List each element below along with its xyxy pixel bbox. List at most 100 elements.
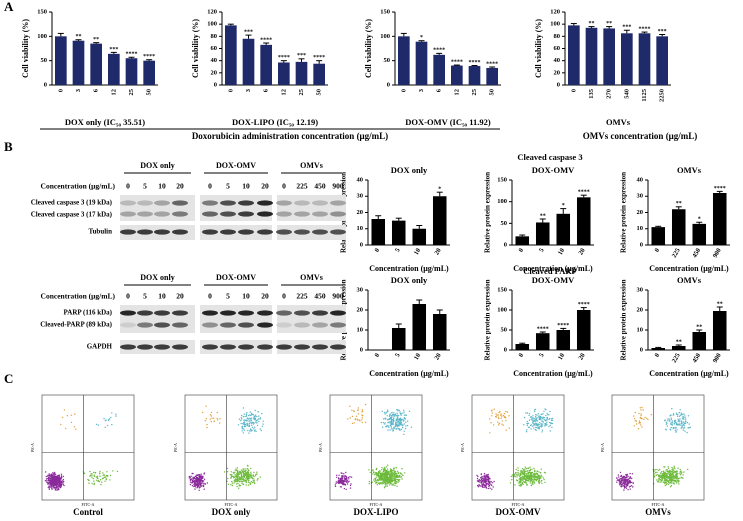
flow-event	[357, 419, 359, 421]
flow-event	[485, 482, 487, 484]
flow-event	[623, 487, 626, 489]
flow-event	[240, 474, 243, 477]
flow-event	[210, 411, 213, 414]
flow-event	[638, 412, 640, 415]
bar	[656, 36, 668, 85]
x-tick-label: 0	[654, 247, 662, 253]
flow-event	[253, 478, 255, 480]
flow-event	[383, 479, 385, 481]
flow-event	[542, 423, 544, 425]
y-tick-label: 40	[554, 57, 561, 64]
flow-event	[534, 478, 536, 480]
flow-event	[399, 422, 401, 425]
flow-event	[359, 420, 361, 422]
flow-event	[61, 416, 64, 419]
flow-event	[541, 482, 543, 485]
flow-event	[199, 478, 202, 481]
flow-event	[509, 482, 512, 484]
flow-event	[620, 486, 622, 488]
flow-event	[390, 427, 393, 429]
x-tick-label: 12	[110, 89, 117, 96]
x-tick-label: 20	[577, 352, 586, 361]
flow-event	[397, 481, 399, 483]
bar	[535, 333, 550, 350]
flow-event	[539, 422, 541, 424]
flow-event	[394, 425, 396, 427]
blot-band	[276, 322, 292, 328]
flow-event	[115, 415, 117, 417]
flow-event	[659, 468, 661, 471]
flow-event	[189, 479, 192, 481]
flow-event	[383, 487, 386, 489]
blot-band	[312, 344, 328, 350]
flow-event	[518, 482, 520, 484]
blot-band	[238, 229, 254, 235]
y-tick-label: 0	[360, 346, 363, 353]
flow-event	[377, 473, 379, 475]
flow-event	[621, 483, 623, 485]
flow-event	[532, 420, 534, 422]
flow-event	[243, 428, 245, 430]
error-bar	[539, 331, 546, 334]
flow-event	[656, 473, 658, 476]
flow-event	[666, 470, 669, 473]
y-tick-label: 120	[207, 8, 217, 15]
flow-event	[621, 477, 623, 479]
blot-group-label: DOX-OMV	[216, 273, 256, 282]
flow-event	[102, 472, 104, 474]
flow-event	[476, 474, 478, 477]
flow-event	[634, 411, 636, 414]
flow-event	[502, 424, 504, 426]
flow-event	[236, 467, 239, 469]
flow-event	[392, 419, 395, 422]
flow-event	[193, 480, 196, 483]
flow-event	[392, 430, 394, 432]
flow-event	[545, 419, 548, 421]
flow-event	[489, 487, 491, 489]
x-tick-label: 0	[518, 247, 526, 253]
flow-event	[217, 419, 219, 421]
x-tick-label: 0	[654, 352, 662, 358]
flow-event	[673, 414, 675, 416]
flow-event	[391, 484, 393, 486]
flow-event	[658, 478, 661, 480]
flow-event	[528, 419, 531, 421]
flow-event	[392, 414, 394, 416]
flow-event	[376, 467, 378, 470]
flow-event	[338, 474, 340, 476]
flow-event	[622, 485, 624, 487]
bar	[603, 28, 615, 85]
y-axis-label: Cell viability (%)	[364, 19, 373, 78]
flow-event	[520, 472, 522, 475]
flow-event	[261, 412, 263, 415]
bar	[692, 332, 707, 350]
flow-event	[399, 421, 402, 423]
flow-event	[491, 409, 493, 411]
flow-event	[672, 413, 675, 415]
flow-event	[244, 468, 246, 470]
flow-event	[539, 476, 541, 478]
flow-event	[385, 479, 388, 481]
flow-event	[51, 476, 53, 479]
flow-event	[515, 468, 517, 471]
flow-event	[406, 424, 409, 427]
error-bar	[641, 31, 648, 34]
flow-event	[664, 484, 666, 487]
flow-event	[682, 421, 685, 423]
flow-event	[199, 485, 202, 487]
blot-band	[276, 344, 292, 350]
flow-event	[531, 475, 534, 478]
flow-event	[389, 478, 392, 480]
flow-event	[386, 485, 389, 487]
flow-event	[639, 417, 641, 419]
flow-event	[402, 412, 404, 414]
flow-event	[682, 417, 684, 419]
flow-event	[203, 488, 205, 490]
flow-event	[210, 415, 213, 417]
flow-event	[675, 474, 677, 476]
error-bar	[280, 60, 287, 63]
flow-event	[245, 415, 248, 417]
flow-event	[240, 469, 243, 471]
flow-event	[193, 483, 195, 486]
flow-event	[617, 474, 620, 476]
